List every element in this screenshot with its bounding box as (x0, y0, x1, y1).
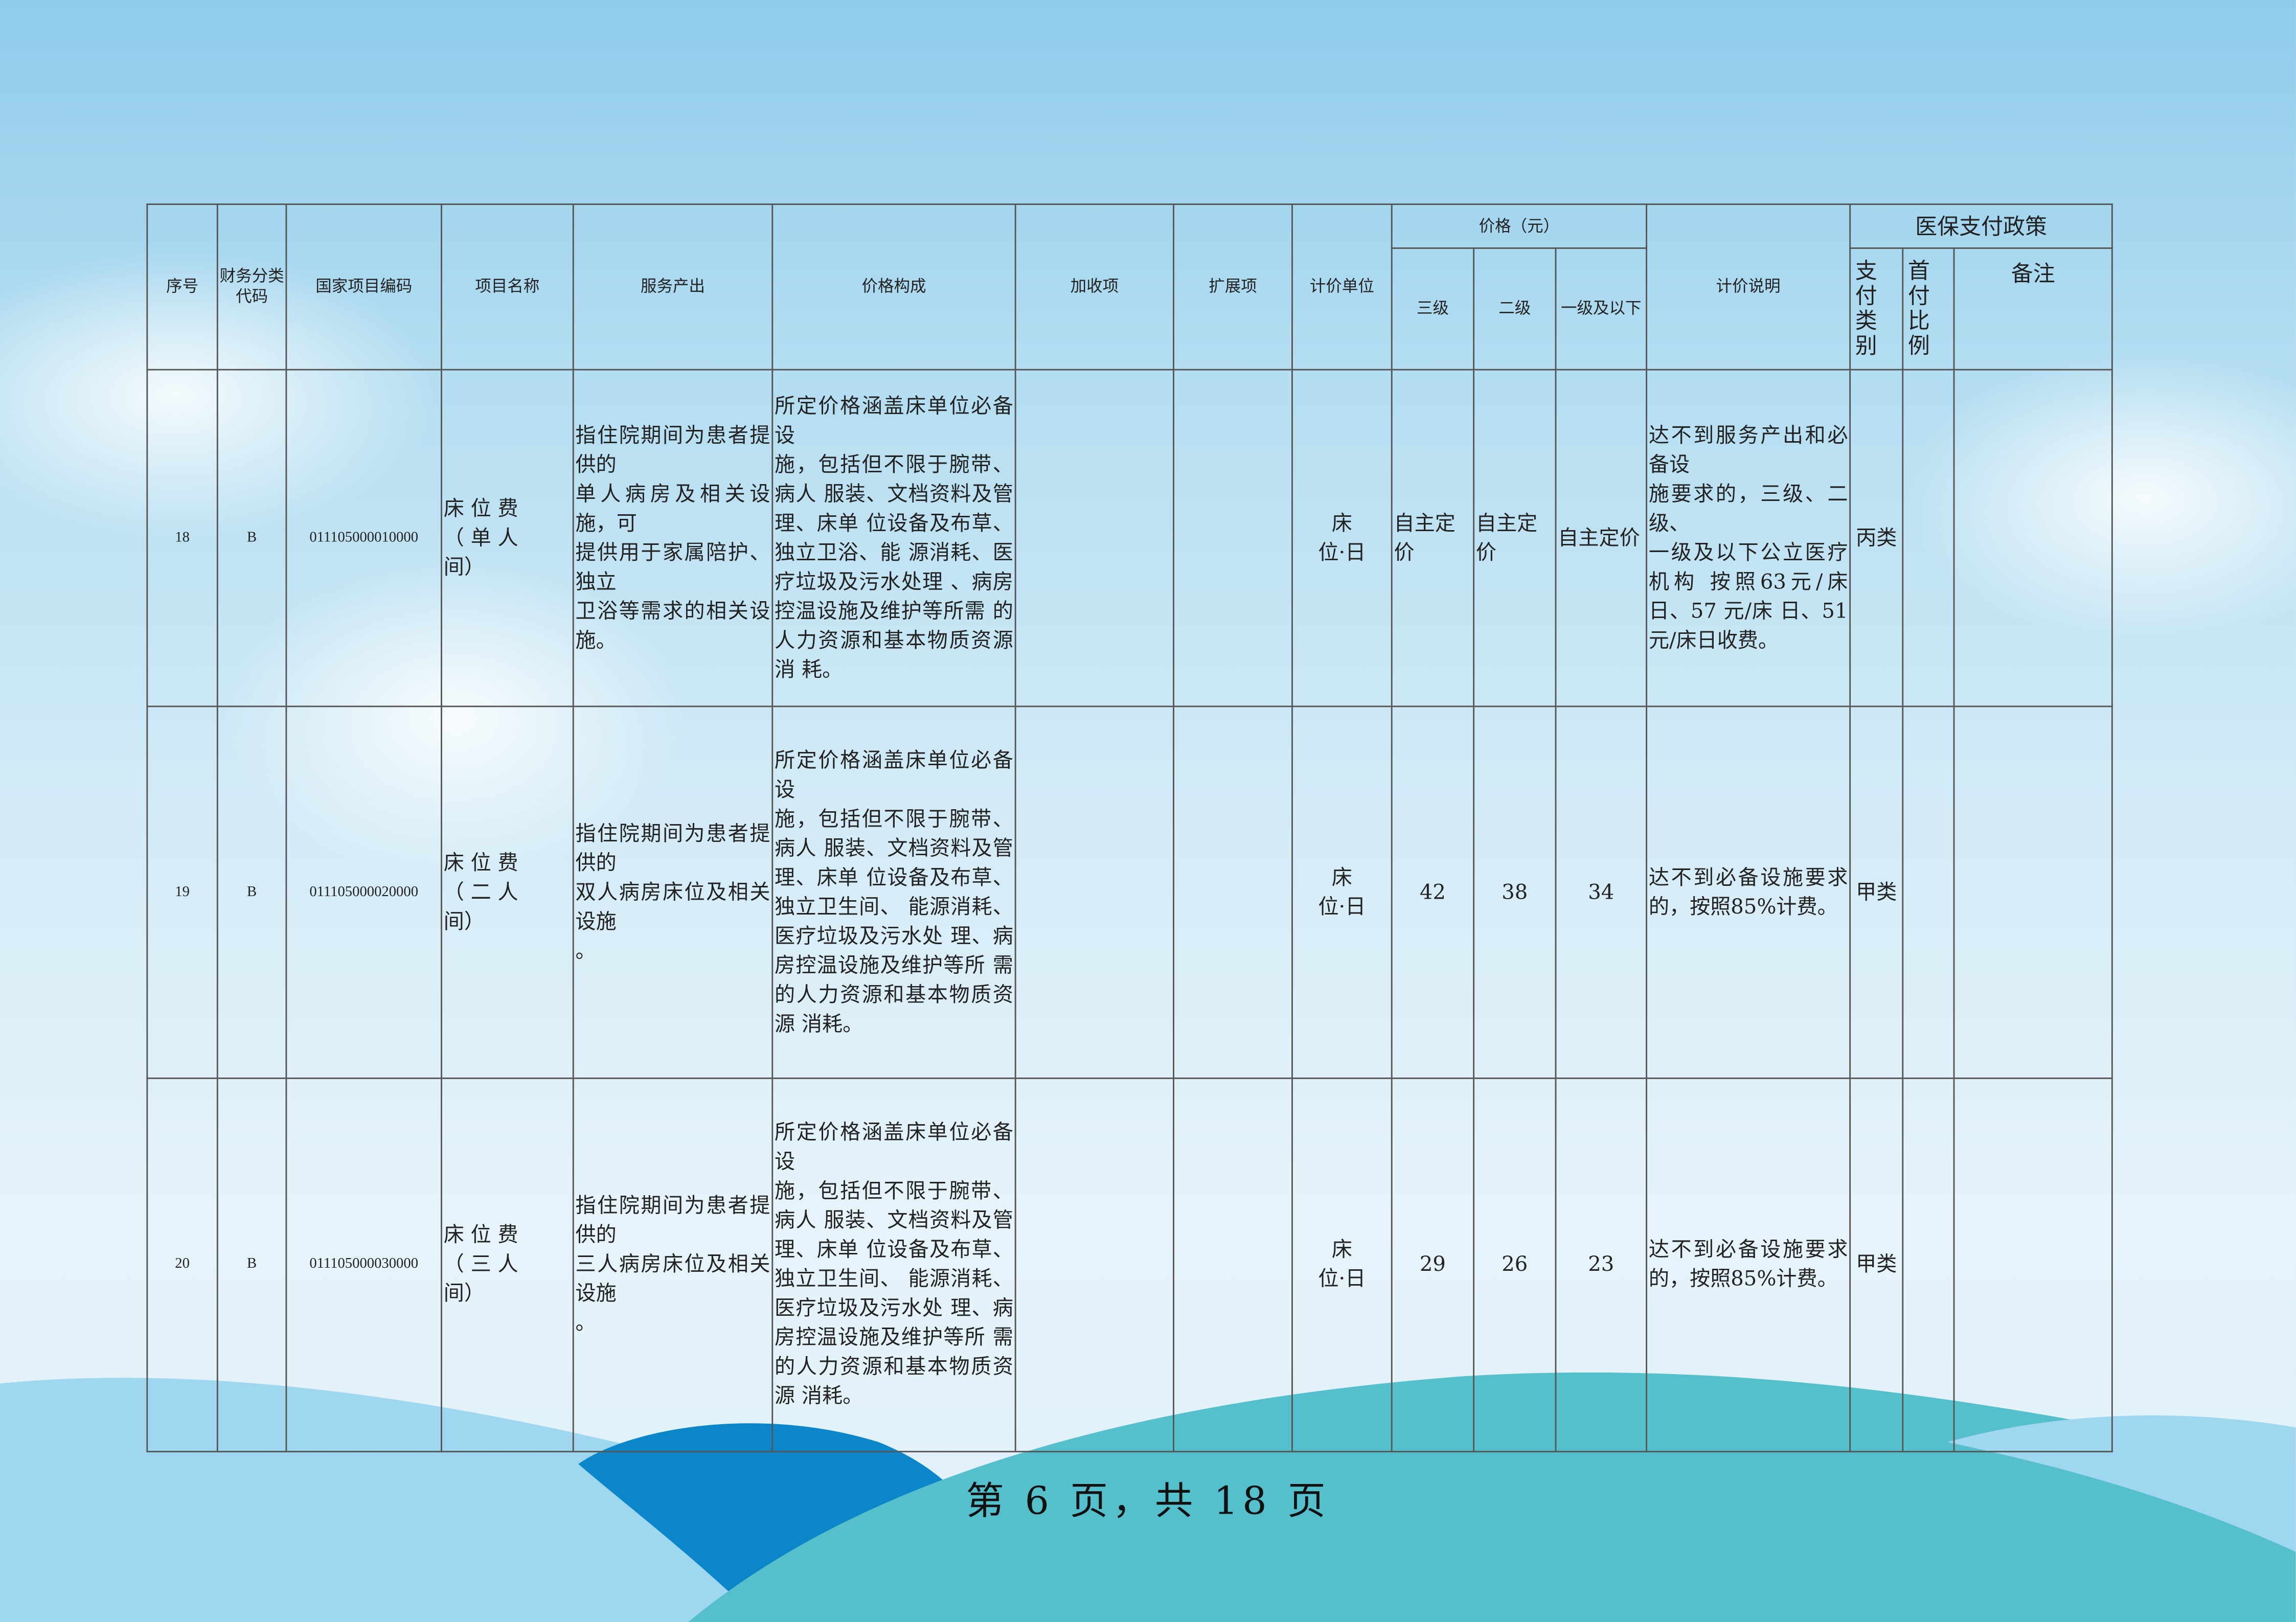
header-pricing-note: 计价说明 (1646, 203, 1851, 371)
cell-national-code: 011105000020000 (285, 705, 442, 1079)
cell-first-pay-ratio (1902, 369, 1955, 707)
cell-service-output: 指住院期间为患者提供的 双人病房床位及相关设施 。 (572, 705, 774, 1079)
cell-level1: 34 (1555, 705, 1648, 1079)
cell-surcharge (1014, 1077, 1174, 1453)
cell-service-output: 指住院期间为患者提供的 单人病房及相关设施，可 提供用于家属陪护、独立 卫浴等需… (572, 369, 774, 707)
cell-item-name: 床 位 费 （ 单 人 间） (441, 369, 574, 707)
header-first-pay-ratio: 首付比例 (1905, 259, 1931, 359)
header-pay-type: 支付类别 (1852, 259, 1879, 359)
header-extension: 扩展项 (1173, 203, 1293, 371)
cell-seq: 20 (146, 1077, 218, 1453)
cell-price-composition: 所定价格涵盖床单位必备设 施，包括但不限于腕带、病人 服装、文档资料及管理、床单… (771, 1077, 1016, 1453)
cell-remark (1953, 705, 2113, 1079)
cell-remark (1953, 369, 2113, 707)
cell-first-pay-ratio (1902, 705, 1955, 1079)
header-unit: 计价单位 (1291, 203, 1393, 371)
header-price-group: 价格（元） (1391, 203, 1648, 249)
cell-item-name: 床 位 费 （ 三 人 间） (441, 1077, 574, 1453)
table-row: 20 B 011105000030000 床 位 费 （ 三 人 间） 指住院期间为患者… (146, 1077, 2113, 1453)
cell-extension (1173, 705, 1293, 1079)
table-row: 18 B 011105000010000 床 位 费 （ 单 人 间） 指住院期间为患者… (146, 369, 2113, 707)
cell-level2: 自主定价 (1473, 369, 1557, 707)
cell-unit: 床 位·日 (1291, 369, 1393, 707)
header-surcharge: 加收项 (1014, 203, 1174, 371)
table-row: 19 B 011105000020000 床 位 费 （ 二 人 间） 指住院期间为患者… (146, 705, 2113, 1079)
cell-pricing-note: 达不到必备设施要求的，按照85%计费。 (1646, 1077, 1851, 1453)
cell-level2: 38 (1473, 705, 1557, 1079)
cell-pay-type: 丙类 (1849, 369, 1904, 707)
header-national-code: 国家项目编码 (285, 203, 442, 371)
cell-national-code: 011105000030000 (285, 1077, 442, 1453)
cell-seq: 19 (146, 705, 218, 1079)
cell-seq: 18 (146, 369, 218, 707)
header-subrow: 三级 二级 一级及以下 支付类别 首付比例 备注 (147, 247, 2113, 371)
cell-level2: 26 (1473, 1077, 1557, 1453)
cell-fin-code: B (216, 705, 287, 1079)
cell-level3: 自主定价 (1391, 369, 1475, 707)
header-level2: 二级 (1473, 247, 1557, 371)
price-table: 序号 财务分类代码 国家项目编码 项目名称 服务产出 价格构成 加收项 扩展项 … (146, 203, 2113, 1453)
cell-pay-type: 甲类 (1849, 705, 1904, 1079)
cell-level3: 29 (1391, 1077, 1475, 1453)
cell-unit: 床 位·日 (1291, 1077, 1393, 1453)
header-insurance-group: 医保支付政策 (1849, 203, 2113, 249)
header-price-composition: 价格构成 (771, 203, 1016, 371)
cell-surcharge (1014, 369, 1174, 707)
cell-level3: 42 (1391, 705, 1475, 1079)
header-level1: 一级及以下 (1555, 247, 1648, 371)
page-number: 第 6 页，共 18 页 (966, 1480, 1330, 1524)
cell-price-composition: 所定价格涵盖床单位必备设 施，包括但不限于腕带、病人 服装、文档资料及管理、床单… (771, 705, 1016, 1079)
cell-pricing-note: 达不到服务产出和必备设 施要求的，三级、二级、 一级及以下公立医疗机构 按照63… (1646, 369, 1851, 707)
cell-extension (1173, 369, 1293, 707)
cell-level1: 23 (1555, 1077, 1648, 1453)
cell-level1: 自主定价 (1555, 369, 1648, 707)
header-item-name: 项目名称 (441, 203, 574, 371)
cell-surcharge (1014, 705, 1174, 1079)
cell-first-pay-ratio (1902, 1077, 1955, 1453)
cell-item-name: 床 位 费 （ 二 人 间） (441, 705, 574, 1079)
cell-service-output: 指住院期间为患者提供的 三人病房床位及相关设施 。 (572, 1077, 774, 1453)
header-remark: 备注 (1953, 247, 2113, 371)
header-service-output: 服务产出 (572, 203, 774, 371)
cell-price-composition: 所定价格涵盖床单位必备设 施，包括但不限于腕带、病人 服装、文档资料及管理、床单… (771, 369, 1016, 707)
header-level3: 三级 (1391, 247, 1475, 371)
header-fin-code: 财务分类代码 (216, 203, 287, 371)
header-row: 序号 财务分类代码 国家项目编码 项目名称 服务产出 价格构成 加收项 扩展项 … (146, 203, 2113, 371)
cell-pay-type: 甲类 (1849, 1077, 1904, 1453)
cell-pricing-note: 达不到必备设施要求的，按照85%计费。 (1646, 705, 1851, 1079)
cell-fin-code: B (216, 369, 287, 707)
cell-unit: 床 位·日 (1291, 705, 1393, 1079)
cell-fin-code: B (216, 1077, 287, 1453)
cell-national-code: 011105000010000 (285, 369, 442, 707)
cell-extension (1173, 1077, 1293, 1453)
header-seq: 序号 (146, 203, 218, 371)
cell-remark (1953, 1077, 2113, 1453)
